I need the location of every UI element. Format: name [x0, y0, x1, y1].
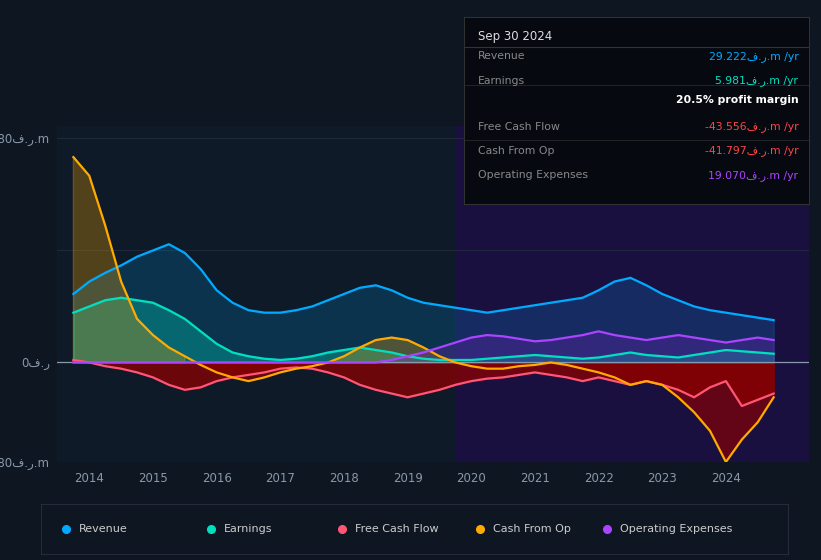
Text: Cash From Op: Cash From Op — [493, 524, 571, 534]
Text: Revenue: Revenue — [79, 524, 127, 534]
Text: Free Cash Flow: Free Cash Flow — [478, 122, 560, 132]
Text: 19.070ف.ر.m /yr: 19.070ف.ر.m /yr — [709, 170, 798, 181]
Text: Operating Expenses: Operating Expenses — [620, 524, 732, 534]
Text: -41.797ف.ر.m /yr: -41.797ف.ر.m /yr — [704, 146, 798, 156]
Text: Operating Expenses: Operating Expenses — [478, 170, 588, 180]
Text: Sep 30 2024: Sep 30 2024 — [478, 30, 552, 43]
Text: Earnings: Earnings — [224, 524, 273, 534]
Text: Free Cash Flow: Free Cash Flow — [355, 524, 438, 534]
Text: Earnings: Earnings — [478, 76, 525, 86]
Text: Cash From Op: Cash From Op — [478, 146, 554, 156]
Text: Revenue: Revenue — [478, 51, 525, 61]
Text: 5.981ف.ر.m /yr: 5.981ف.ر.m /yr — [715, 75, 798, 86]
Text: 20.5% profit margin: 20.5% profit margin — [676, 95, 798, 105]
Text: 29.222ف.ر.m /yr: 29.222ف.ر.m /yr — [709, 51, 798, 62]
Text: -43.556ف.ر.m /yr: -43.556ف.ر.m /yr — [704, 121, 798, 132]
Bar — [456, 126, 809, 462]
